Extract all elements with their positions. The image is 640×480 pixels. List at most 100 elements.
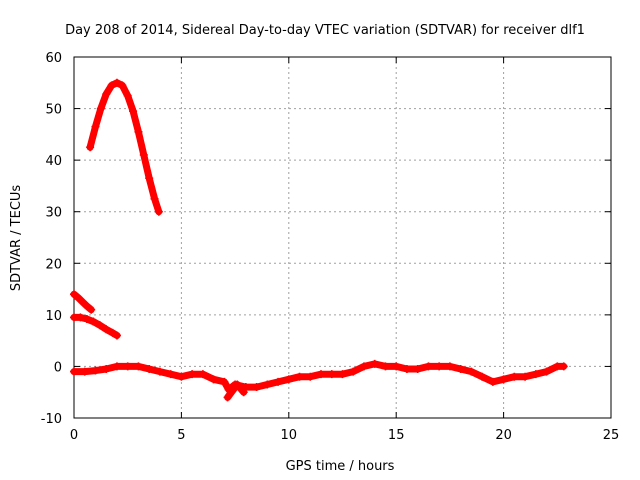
data-point: [123, 91, 132, 100]
data-point: [102, 365, 111, 374]
data-point: [139, 150, 148, 159]
data-point: [233, 380, 242, 389]
data-point: [359, 362, 368, 371]
data-point: [82, 302, 91, 311]
data-point: [456, 365, 465, 374]
data-point: [488, 377, 497, 386]
data-point: [435, 362, 444, 371]
data-point: [413, 365, 422, 374]
series-band: [70, 360, 568, 394]
data-point: [284, 375, 293, 384]
data-point: [96, 104, 105, 113]
x-tick-label: 20: [495, 428, 512, 443]
plot-frame: [73, 56, 612, 419]
data-point: [252, 383, 261, 392]
data-point: [80, 367, 89, 376]
data-point: [70, 367, 78, 376]
data-point: [112, 78, 121, 87]
data-point: [155, 367, 164, 376]
series-arc-early-upper: [70, 290, 96, 314]
data-point: [499, 375, 508, 384]
y-tick-label: 40: [45, 154, 62, 169]
data-point: [102, 90, 111, 99]
data-point: [467, 367, 476, 376]
data-point: [166, 370, 175, 379]
data-point: [510, 372, 519, 381]
data-point: [118, 81, 127, 90]
data-point: [129, 107, 138, 116]
data-point: [295, 372, 304, 381]
data-point: [108, 328, 117, 337]
data-point: [370, 359, 379, 368]
data-point: [349, 367, 358, 376]
data-point: [134, 362, 143, 371]
y-tick-label: -10: [41, 412, 62, 427]
data-point: [87, 305, 96, 314]
data-point: [107, 81, 116, 90]
y-tick-label: 20: [45, 257, 62, 272]
data-point: [381, 362, 390, 371]
data-point: [145, 174, 154, 183]
y-tick-label: 50: [45, 103, 62, 118]
data-point: [445, 362, 454, 371]
y-tick-label: 30: [45, 206, 62, 221]
x-axis-label: GPS time / hours: [286, 459, 395, 474]
data-point: [263, 380, 272, 389]
data-point: [542, 367, 551, 376]
data-point: [78, 297, 87, 306]
data-point: [150, 194, 159, 203]
data-point: [112, 362, 121, 371]
x-tick-label: 10: [281, 428, 298, 443]
data-point: [123, 362, 132, 371]
data-point: [198, 370, 207, 379]
data-point: [188, 370, 197, 379]
data-point: [91, 122, 100, 131]
data-point: [306, 372, 315, 381]
data-point: [76, 313, 85, 322]
data-point: [521, 372, 530, 381]
data-point: [134, 127, 143, 136]
data-point: [177, 372, 186, 381]
data-point: [402, 365, 411, 374]
data-point: [223, 393, 232, 402]
data-point: [531, 370, 540, 379]
data-point: [317, 370, 326, 379]
series-baseline: [70, 359, 568, 394]
data-point: [209, 375, 218, 384]
x-tick-label: 25: [603, 428, 620, 443]
data-point: [424, 362, 433, 371]
data-point: [220, 377, 229, 386]
data-point: [392, 362, 401, 371]
y-tick-label: 0: [54, 360, 62, 375]
x-tick-label: 15: [388, 428, 405, 443]
data-point: [338, 370, 347, 379]
y-axis-label: SDTVAR / TECUs: [9, 185, 24, 292]
series-arc-early-lower: [70, 313, 121, 340]
data-point: [478, 372, 487, 381]
data-points: [70, 78, 568, 402]
grid: [74, 57, 611, 418]
data-point: [239, 388, 248, 397]
data-point: [154, 207, 163, 216]
data-point: [95, 321, 104, 330]
data-point: [89, 317, 98, 326]
x-tick-label: 0: [70, 428, 78, 443]
data-point: [82, 314, 91, 323]
data-point: [145, 365, 154, 374]
data-point: [86, 143, 95, 152]
chart-title: Day 208 of 2014, Sidereal Day-to-day VTE…: [65, 23, 585, 38]
data-point: [112, 331, 121, 340]
series-outliers: [223, 380, 248, 402]
y-tick-label: 60: [45, 51, 62, 66]
ticks: 0 5 10 15 20 25 -10 0 10 20 30 40 50 60: [41, 51, 620, 443]
data-point: [327, 370, 336, 379]
data-point: [559, 362, 568, 371]
data-point: [274, 377, 283, 386]
series-arc-peak: [86, 78, 163, 216]
data-point: [102, 325, 111, 334]
data-point: [91, 366, 100, 375]
series-band: [86, 79, 163, 216]
x-tick-label: 5: [177, 428, 185, 443]
data-point: [70, 290, 78, 299]
